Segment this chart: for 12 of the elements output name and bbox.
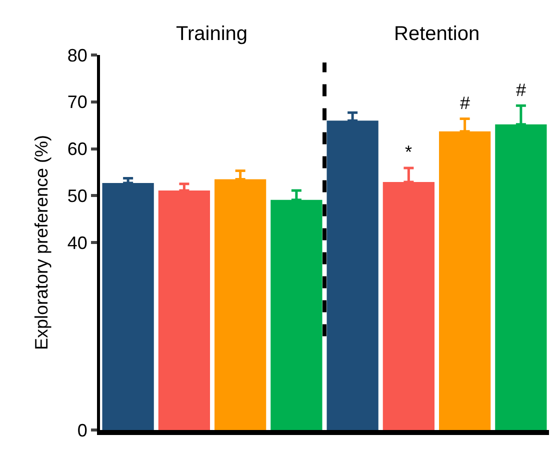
y-tick-label: 40 <box>67 232 88 253</box>
y-tick-label: 70 <box>67 92 88 112</box>
y-tick-label: 50 <box>67 186 88 206</box>
text: Retention <box>394 23 480 45</box>
y-tick-label: 60 <box>67 139 88 160</box>
data-label: # <box>460 93 470 113</box>
text: Training <box>176 23 248 45</box>
data-label: * <box>405 142 412 162</box>
y-axis-title: Exploratory preference (%) <box>32 134 52 350</box>
y-tick-label: 0 <box>77 420 88 440</box>
data-label: # <box>516 80 526 100</box>
y-tick-label: 80 <box>67 45 88 66</box>
